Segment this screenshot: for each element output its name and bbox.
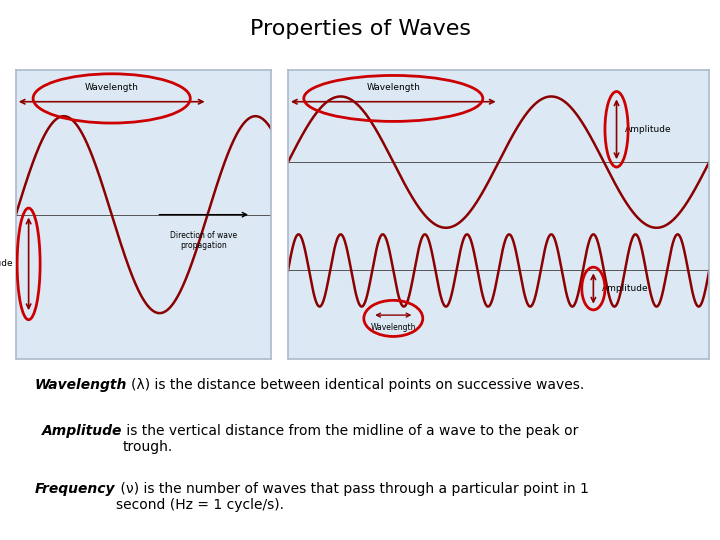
Text: Amplitude: Amplitude xyxy=(42,424,122,438)
Text: Properties of Waves: Properties of Waves xyxy=(250,19,470,39)
Text: Wavelength: Wavelength xyxy=(85,83,139,92)
Text: is the vertical distance from the midline of a wave to the peak or
trough.: is the vertical distance from the midlin… xyxy=(122,424,579,454)
Text: Amplitude: Amplitude xyxy=(625,125,672,134)
Text: Wavelength: Wavelength xyxy=(366,83,420,92)
Text: Frequency: Frequency xyxy=(35,482,115,496)
Text: Direction of wave
propagation: Direction of wave propagation xyxy=(170,231,238,251)
Text: Wavelength: Wavelength xyxy=(35,378,127,392)
Text: (λ) is the distance between identical points on successive waves.: (λ) is the distance between identical po… xyxy=(131,378,585,392)
Text: Wavelength: Wavelength xyxy=(371,323,416,332)
Text: (ν) is the number of waves that pass through a particular point in 1
second (Hz : (ν) is the number of waves that pass thr… xyxy=(116,482,589,512)
Text: Amplitude: Amplitude xyxy=(0,259,13,268)
Text: Amplitude: Amplitude xyxy=(602,284,649,293)
